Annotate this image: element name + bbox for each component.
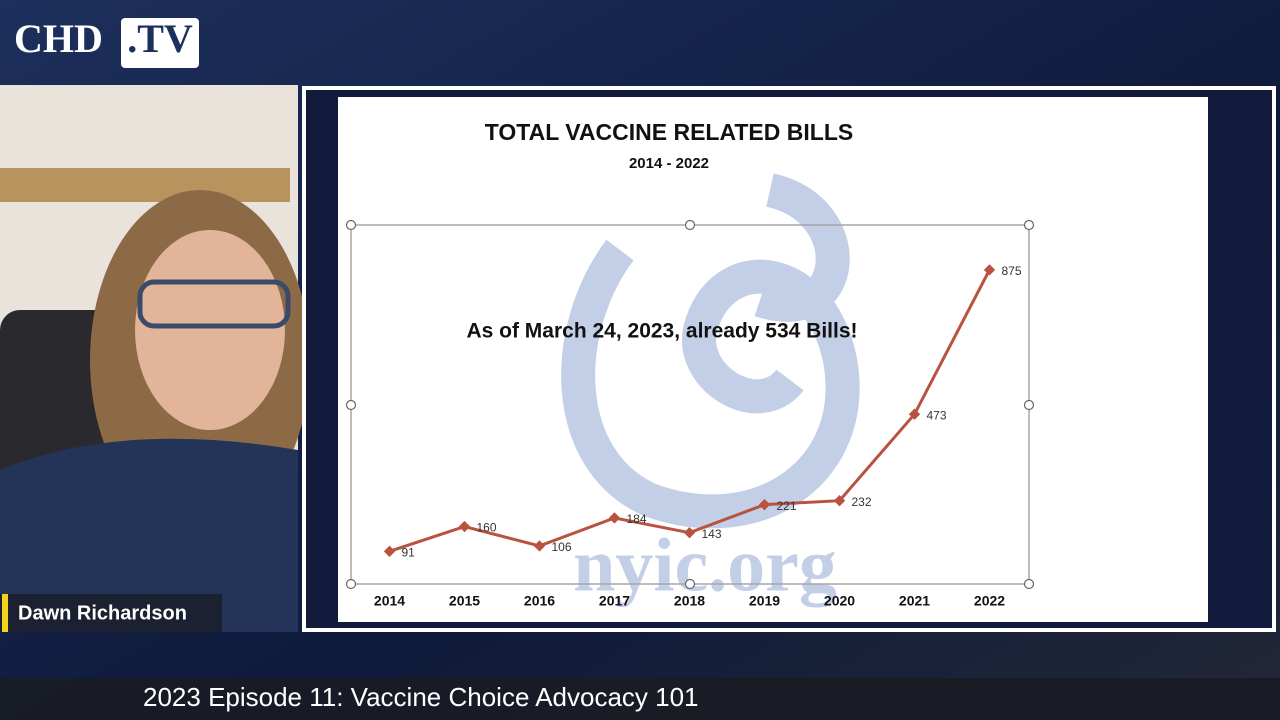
data-label: 184 [627, 512, 647, 526]
watermark-logo [561, 173, 860, 529]
data-label: 91 [402, 546, 416, 560]
data-point [758, 499, 771, 511]
webcam-shelf [0, 168, 290, 202]
webcam [0, 85, 310, 632]
logo-badge-box [121, 18, 199, 68]
annotation: As of March 24, 2023, already 534 Bills! [466, 320, 857, 343]
x-tick-label: 2019 [749, 593, 780, 609]
episode-title: 2023 Episode 11: Vaccine Choice Advocacy… [143, 682, 699, 712]
chart-title: TOTAL VACCINE RELATED BILLS [485, 119, 853, 145]
data-label: 875 [1002, 264, 1022, 278]
data-label: 160 [477, 521, 497, 535]
data-label: 221 [777, 499, 797, 513]
data-point [683, 527, 696, 539]
x-tick-label: 2020 [824, 593, 855, 609]
selection-handles [345, 219, 1035, 590]
webcam-shirt [0, 438, 298, 632]
x-tick-label: 2015 [449, 593, 480, 609]
data-point [908, 408, 921, 420]
data-point [458, 520, 471, 533]
logo-text: CHD [14, 16, 103, 61]
logo-badge: .TV [127, 16, 193, 61]
data-point [833, 495, 846, 507]
data-label: 473 [927, 408, 947, 422]
name-bar [0, 594, 222, 632]
name-accent [2, 594, 8, 632]
x-tick-label: 2021 [899, 593, 930, 609]
episode-bar [0, 678, 1280, 720]
data-label: 143 [702, 527, 722, 541]
data-point [383, 545, 396, 557]
data-point [608, 512, 621, 524]
watermark-text: nyic.org [573, 523, 837, 607]
webcam-glasses [137, 279, 291, 329]
chart-subtitle: 2014 - 2022 [629, 155, 709, 172]
webcam-face [135, 230, 285, 430]
data-label: 106 [552, 540, 572, 554]
speaker-name: Dawn Richardson [18, 602, 187, 624]
data-point [533, 540, 546, 552]
x-tick-label: 2018 [674, 593, 705, 609]
data-point [983, 264, 996, 276]
x-tick-label: 2014 [374, 593, 405, 609]
x-tick-label: 2022 [974, 593, 1005, 609]
x-tick-label: 2017 [599, 593, 630, 609]
data-label: 232 [852, 495, 872, 509]
x-tick-label: 2016 [524, 593, 555, 609]
